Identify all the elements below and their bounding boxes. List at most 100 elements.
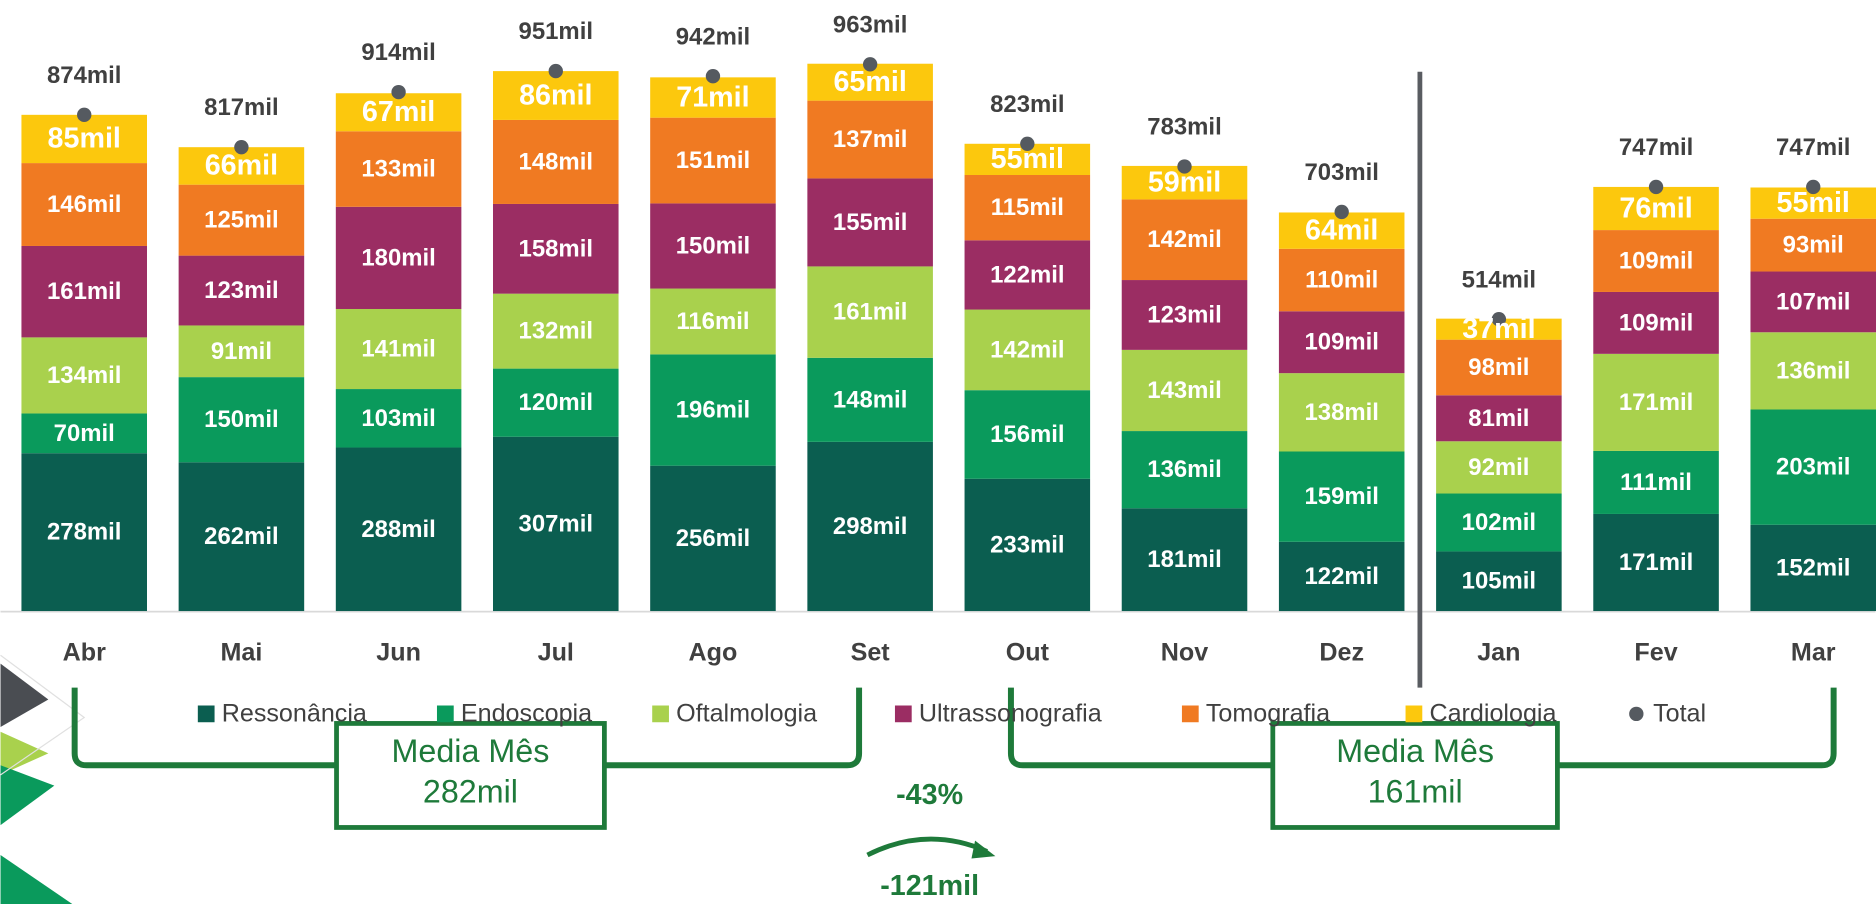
legend-label: Cardiologia [1429,700,1556,728]
change-arrow [866,836,988,858]
bar-segment [335,93,462,132]
bar-segment [1593,353,1719,451]
data-label: 161mil [47,278,121,305]
data-label: 103mil [361,405,435,432]
data-label: 105mil [1462,568,1536,595]
data-label: 150mil [676,232,750,259]
bar-segment [335,389,462,448]
data-label: 91mil [211,338,272,365]
total-marker [1020,136,1035,151]
data-label: 55mil [991,143,1064,175]
data-label: 109mil [1619,248,1693,275]
bar-segment [650,117,776,204]
total-label: 514mil [1462,266,1536,293]
data-label: 86mil [519,79,592,111]
data-label: 76mil [1619,192,1692,224]
x-tick-label: Set [851,639,891,667]
bar-segment [964,478,1091,612]
decoration [0,654,86,904]
bar-segment [1750,409,1876,525]
total-label: 942mil [676,23,750,50]
legend-marker [436,705,454,723]
bar-segment [21,245,148,338]
data-label: 256mil [676,525,750,552]
total-label: 914mil [361,39,435,66]
total-label: 747mil [1776,134,1850,161]
data-label: 66mil [205,150,278,182]
bar-segment [650,77,776,118]
data-label: 85mil [48,123,121,155]
bar-segment [1436,395,1562,442]
bar-segment [1278,248,1405,312]
change-absolute: -121mil [880,870,979,902]
total-marker [234,140,249,155]
bar-segment [1750,271,1876,333]
legend-label: Total [1653,700,1706,728]
data-label: 156mil [990,421,1064,448]
data-label: 278mil [47,519,121,546]
data-label: 288mil [361,516,435,543]
bar-segment [21,337,148,414]
data-label: 150mil [204,406,278,433]
total-marker [1177,159,1192,174]
bar-segment [1278,311,1405,374]
data-label: 115mil [991,194,1064,221]
average-title: Media Mês [392,733,550,769]
data-label: 59mil [1148,166,1221,198]
data-label: 92mil [1468,454,1529,481]
data-label: 141mil [361,336,435,363]
total-label: 783mil [1147,114,1221,141]
bar-segment [1121,431,1248,509]
total-marker [77,107,92,122]
bar-segment [335,206,462,309]
bar-segment [807,357,933,442]
change-percent: -43% [896,779,963,811]
legend-label: Oftalmologia [676,700,817,728]
total-label: 874mil [47,62,121,89]
change-arrow-head [971,840,996,859]
bar-segment [1121,199,1248,281]
data-label: 196mil [676,397,750,424]
total-marker [548,63,563,79]
average-value: 161mil [1368,774,1463,810]
bar-segment [1436,339,1562,396]
data-label: 81mil [1468,405,1529,432]
x-tick-label: Ago [689,639,738,667]
legend-label: Tomografia [1206,700,1330,728]
bar-segment [1121,349,1248,432]
total-marker [391,84,406,100]
average-value: 282mil [423,774,518,810]
bar-segment [1121,508,1248,612]
bar-segment [1593,291,1719,354]
x-tick-label: Dez [1319,639,1364,667]
legend-marker [1405,705,1423,723]
data-label: 98mil [1468,354,1529,381]
data-label: 116mil [676,308,749,335]
x-tick-label: Jul [538,639,574,667]
data-label: 136mil [1147,456,1221,483]
total-marker [862,57,878,72]
data-label: 122mil [990,261,1064,288]
data-label: 93mil [1783,232,1844,259]
x-tick-label: Fev [1634,639,1677,667]
x-tick-label: Jan [1477,639,1520,667]
bar-segment [1750,218,1876,272]
bar-segment [492,293,619,369]
data-label: 132mil [519,318,593,345]
legend-label: Ressonância [222,700,367,728]
x-tick-label: Abr [63,639,106,667]
bar-segment [964,309,1091,391]
x-tick-label: Jun [376,639,421,667]
total-label: 703mil [1304,159,1378,186]
bar-segment [1436,551,1562,612]
data-label: 107mil [1776,288,1850,315]
data-label: 111mil [1620,469,1692,496]
bar-segment [335,447,462,612]
bar-segment [1750,332,1876,410]
bar-segment [492,71,619,120]
data-label: 120mil [519,389,593,416]
bar-segment [1593,450,1719,514]
average-box [1270,721,1560,830]
data-label: 133mil [361,156,435,183]
data-label: 55mil [1777,187,1850,219]
